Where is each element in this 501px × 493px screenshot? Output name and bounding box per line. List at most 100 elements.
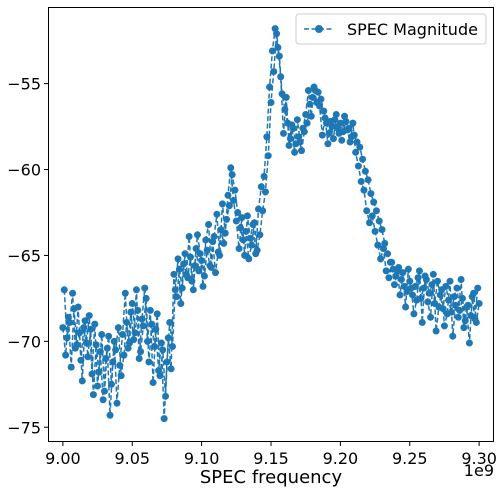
data-point xyxy=(449,332,457,340)
data-point xyxy=(421,272,429,280)
data-point xyxy=(257,183,265,191)
data-point xyxy=(177,300,185,308)
data-point xyxy=(410,310,418,318)
data-point xyxy=(261,188,269,196)
data-point xyxy=(96,348,104,356)
data-point xyxy=(106,411,114,419)
data-point xyxy=(67,363,75,371)
data-point xyxy=(213,210,221,218)
data-point xyxy=(157,339,165,347)
data-point xyxy=(304,86,312,94)
data-point xyxy=(435,303,443,311)
data-point xyxy=(463,303,471,311)
data-point xyxy=(285,141,293,149)
data-point xyxy=(243,212,251,220)
data-point xyxy=(76,329,84,337)
data-point xyxy=(415,267,423,275)
legend-label: SPEC Magnitude xyxy=(347,20,478,39)
data-point xyxy=(384,250,392,258)
data-point xyxy=(390,281,398,289)
data-point xyxy=(266,83,274,91)
data-point xyxy=(195,267,203,275)
data-point xyxy=(324,140,332,148)
data-point xyxy=(443,310,451,318)
data-point xyxy=(274,44,282,52)
data-point xyxy=(260,172,268,180)
x-axis: 9.00 9.05 9.10 9.15 9.20 9.25 9.30 xyxy=(45,441,497,468)
data-point xyxy=(149,379,157,387)
data-point xyxy=(248,241,256,249)
data-point xyxy=(128,300,136,308)
data-point xyxy=(107,380,115,388)
data-point xyxy=(207,263,215,271)
data-point xyxy=(432,327,440,335)
x-tick-label: 9.25 xyxy=(392,449,428,468)
data-point xyxy=(399,269,407,277)
data-point xyxy=(210,233,218,241)
data-point xyxy=(356,143,364,151)
data-point xyxy=(321,114,329,122)
data-point xyxy=(378,226,386,234)
data-point xyxy=(145,358,153,366)
data-point xyxy=(80,324,88,332)
data-point xyxy=(268,47,276,55)
data-point xyxy=(60,286,68,294)
data-point xyxy=(232,217,240,225)
data-point xyxy=(370,198,378,206)
data-point xyxy=(59,324,67,332)
data-point xyxy=(167,365,175,373)
data-point xyxy=(318,131,326,139)
data-point xyxy=(221,229,229,237)
data-point xyxy=(85,312,93,320)
data-point xyxy=(138,315,146,323)
data-point xyxy=(440,322,448,330)
data-point xyxy=(191,262,199,270)
data-point xyxy=(364,176,372,184)
data-point xyxy=(377,255,385,263)
data-point xyxy=(288,121,296,129)
data-point xyxy=(427,313,435,321)
data-point xyxy=(299,124,307,132)
data-point xyxy=(99,396,107,404)
data-point xyxy=(121,289,129,297)
data-point xyxy=(220,239,228,247)
data-point xyxy=(241,251,249,259)
data-point xyxy=(74,303,82,311)
data-point xyxy=(62,351,70,359)
data-point xyxy=(188,277,196,285)
data-point xyxy=(216,251,224,259)
data-point xyxy=(116,361,124,369)
data-point xyxy=(341,112,349,120)
data-point xyxy=(249,221,257,228)
data-point xyxy=(218,200,226,208)
data-point xyxy=(457,275,465,283)
data-point xyxy=(63,334,71,342)
data-point xyxy=(343,126,351,134)
data-point xyxy=(153,310,161,318)
data-point xyxy=(113,399,121,407)
data-point xyxy=(180,260,188,268)
data-point xyxy=(388,258,396,266)
data-point xyxy=(291,148,299,156)
data-point xyxy=(174,255,182,263)
x-tick-label: 9.05 xyxy=(114,449,150,468)
data-point xyxy=(252,250,260,258)
data-point xyxy=(418,318,426,326)
x-offset-label: 1e9 xyxy=(464,461,494,480)
data-point xyxy=(255,205,263,213)
data-point xyxy=(360,186,368,194)
data-point xyxy=(329,135,337,143)
data-point xyxy=(88,370,96,378)
legend: SPEC Magnitude xyxy=(295,13,487,45)
data-point xyxy=(170,270,178,278)
data-point xyxy=(320,107,328,115)
x-tick-label: 9.00 xyxy=(45,449,81,468)
data-point xyxy=(335,129,343,137)
data-point xyxy=(468,293,476,301)
data-point xyxy=(293,116,301,124)
data-point xyxy=(271,25,279,33)
data-point xyxy=(354,162,362,170)
data-point xyxy=(471,315,479,323)
data-point xyxy=(338,136,346,144)
data-point xyxy=(361,167,369,175)
